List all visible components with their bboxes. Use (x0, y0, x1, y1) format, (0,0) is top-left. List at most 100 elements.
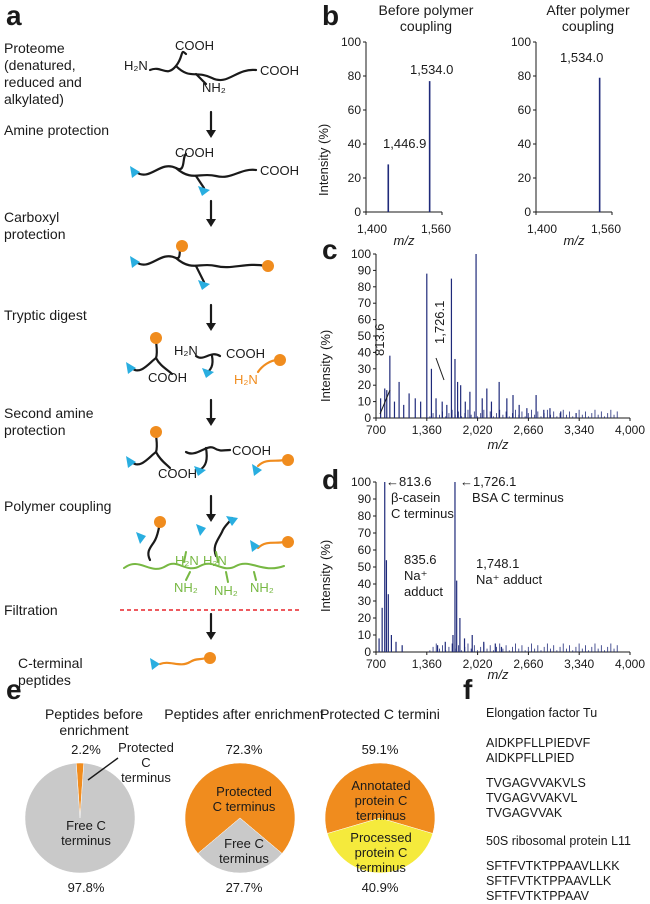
step-c-terminal-peptides: C-terminal peptides (18, 655, 83, 688)
f-seq-2c: TVGAGVVAK (486, 806, 563, 820)
c-ytick-label: 10 (358, 395, 372, 409)
f-protein-1: Elongation factor Tu (486, 706, 598, 720)
chem-cooh-4b: COOH (158, 466, 197, 481)
f-seq-3a: SFTFVTKTPPAAVLLKK (486, 859, 620, 873)
mol1-backbone-b (174, 64, 258, 81)
c-ytick-label: 90 (358, 263, 372, 277)
d-ytick-label: 30 (358, 594, 372, 608)
pie1-title: Peptides before enrichment (44, 706, 144, 738)
pie1-bottom-pct: 97.8% (67, 880, 105, 895)
panel-letter-e: e (6, 674, 22, 705)
b-right-ytick-label: 100 (511, 35, 531, 49)
chem-nh2-poly-a: NH₂ (174, 580, 198, 595)
orange-peptide-6 (256, 540, 286, 550)
frag4-b (194, 353, 222, 359)
c-xtick-label: 3,340 (564, 423, 594, 437)
chem-h2n-orange: H₂N (234, 372, 258, 387)
f-seq-1b: AIDKPFLLPIED (486, 751, 575, 765)
pie1-arrow (87, 757, 119, 781)
d-ytick-label: 50 (358, 560, 372, 574)
pie2-slice-1 (184, 762, 296, 854)
b-left-xlabel: m/z (393, 233, 415, 248)
b-right-ytick-label: 20 (518, 171, 532, 185)
polymer-chain (123, 551, 285, 583)
d-xtick-label: 2,660 (513, 657, 543, 671)
d-ytick-label: 90 (358, 492, 372, 506)
d-ann-17261: ←1,726.1 (460, 474, 517, 489)
b-right-ytick-label: 40 (518, 137, 532, 151)
b-right-xtick-1: 1,400 (526, 222, 558, 236)
b-peak-label-2: 1,534.0 (410, 62, 454, 77)
d-ytick-label: 0 (364, 645, 371, 659)
pie3-title: Protected C termini (320, 706, 440, 722)
d-xtick-label: 2,020 (463, 657, 493, 671)
f-seq-1a: AIDKPFLLPIEDVF (486, 736, 591, 750)
d-ytick-label: 60 (358, 543, 372, 557)
pie3-slice-1 (324, 762, 436, 834)
panel-letter-f: f (463, 674, 473, 705)
b-left-ytick-label: 80 (348, 69, 362, 83)
d-ytick-label: 10 (358, 628, 372, 642)
amine-protect-markers (126, 166, 262, 670)
d-xtick-label: 700 (366, 657, 386, 671)
c-ytick-label: 80 (358, 280, 372, 294)
b-right-title: After polymer coupling (546, 2, 630, 34)
orange-peptide-final (158, 656, 208, 666)
d-ytick-label: 80 (358, 509, 372, 523)
mol2-backbone-a (134, 152, 188, 176)
b-peak-label-right: 1,534.0 (560, 50, 604, 65)
chem-h2n-poly-a: H₂N (175, 553, 199, 568)
mol1-backbone-a (148, 50, 188, 73)
mol2-backbone-b (174, 166, 258, 178)
chem-nh2-poly-b: NH₂ (214, 583, 238, 598)
chem-h2n-1: H₂N (124, 58, 148, 73)
c-annotation-8136: 813.6 (372, 323, 387, 356)
c-ytick-label: 30 (358, 362, 372, 376)
frag5-a-tail (154, 450, 172, 470)
c-ytick-label: 100 (351, 247, 371, 261)
step-amine-protection: Amine protection (4, 122, 110, 138)
b-left-xtick-1: 1,400 (356, 222, 388, 236)
mol2-branch (194, 174, 206, 190)
pie2-top-pct: 72.3% (225, 742, 263, 757)
pie3-slice-a-label: Annotated protein C terminus (351, 778, 411, 823)
carboxyl-protect-markers (150, 240, 294, 664)
chem-cooh-3b: COOH (148, 370, 187, 385)
d-xtick-label: 4,000 (615, 657, 645, 671)
d-xtick-label: 1,360 (412, 657, 442, 671)
chem-nh2-1: NH₂ (202, 80, 226, 95)
c-xtick-label: 1,360 (412, 423, 442, 437)
chem-cooh-1b: COOH (260, 63, 299, 78)
c-arrow-17261 (435, 357, 445, 381)
pie1-slice-2 (24, 762, 136, 874)
pie1-top-pct: 2.2% (71, 742, 101, 757)
pie3-top-pct: 59.1% (361, 742, 399, 757)
step-second-amine-protection: Second amine protection (4, 405, 94, 438)
chem-h2n-3: H₂N (174, 343, 198, 358)
d-ann-8136-sub2: C terminus (391, 506, 454, 521)
f-protein-2: 50S ribosomal protein L11 (486, 834, 631, 848)
step-carboxyl-protection: Carboxyl protection (4, 209, 66, 242)
d-ann-8356-sub2: adduct (404, 584, 444, 599)
c-ytick-label: 70 (358, 296, 372, 310)
d-xlabel: m/z (487, 667, 509, 682)
orange-peptide-5 (256, 458, 286, 468)
frag6-a (147, 522, 162, 562)
chem-cooh-4a: COOH (232, 443, 271, 458)
frag4-a (130, 338, 158, 372)
step-filtration: Filtration (4, 602, 58, 618)
d-ann-8136: ←813.6 (386, 474, 432, 489)
step-proteome: Proteome (denatured, reduced and alkylat… (4, 40, 82, 107)
pie1-slice-b-label: Free C terminus (61, 818, 111, 848)
b-left-ytick-label: 60 (348, 103, 362, 117)
b-right-ytick-label: 80 (518, 69, 532, 83)
pie3-slice-2 (326, 817, 434, 874)
b-left-title: Before polymer coupling (378, 2, 474, 34)
pie3-bottom-pct: 40.9% (361, 880, 399, 895)
b-ylabel: Intensity (%) (316, 123, 331, 196)
b-peak-label-1: 1,446.9 (383, 136, 427, 151)
b-right-xtick-2: 1,560 (590, 222, 622, 236)
b-left-ytick-label: 100 (341, 35, 361, 49)
mol1-branch (194, 72, 208, 86)
panel-letter-c: c (322, 234, 338, 265)
